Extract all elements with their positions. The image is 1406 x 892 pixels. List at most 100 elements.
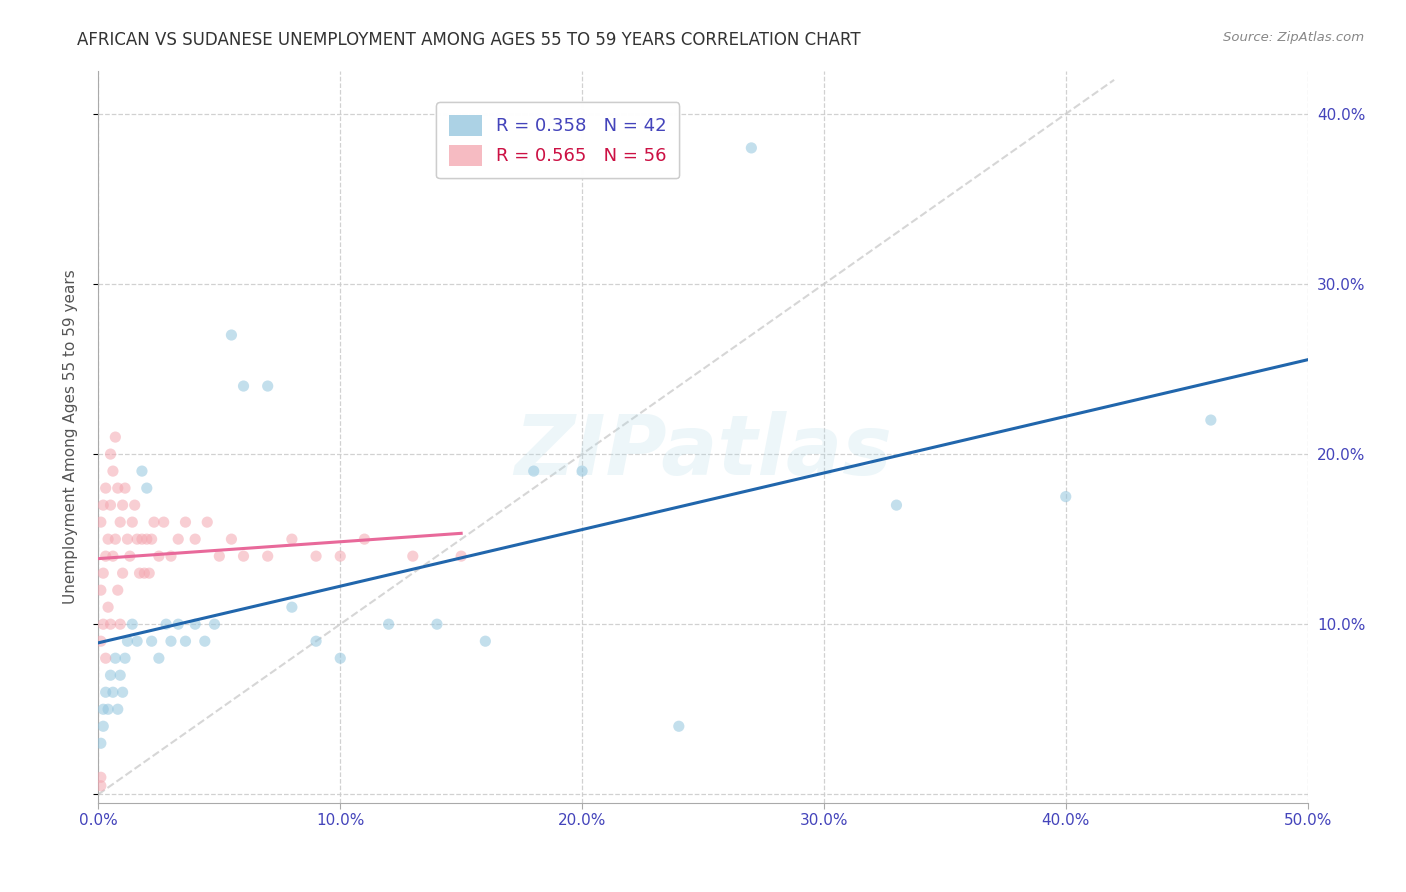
Y-axis label: Unemployment Among Ages 55 to 59 years: Unemployment Among Ages 55 to 59 years [63,269,77,605]
Point [91,719,114,733]
Point [668,719,690,733]
Point [128,566,150,581]
Point [174,515,197,529]
Point [100,498,122,512]
Point [1199,413,1222,427]
Point [100,447,122,461]
Point [101,549,124,563]
Point [886,498,908,512]
Point [107,481,129,495]
Point [108,668,131,682]
Point [1054,490,1077,504]
Point [124,498,146,512]
Point [117,532,139,546]
Point [91,702,114,716]
Point [94,651,117,665]
Point [152,515,174,529]
Point [94,685,117,699]
Point [111,566,134,581]
Point [305,634,328,648]
Point [160,634,183,648]
Point [90,736,112,750]
Point [91,498,114,512]
Text: ZIPatlas: ZIPatlas [515,411,891,492]
Point [90,634,112,648]
Point [104,651,127,665]
Point [90,770,112,784]
Point [97,532,120,546]
Point [100,668,122,682]
Point [155,617,177,632]
Point [91,566,114,581]
Point [101,685,124,699]
Point [256,379,278,393]
Point [148,651,170,665]
Point [94,481,117,495]
Point [281,600,304,615]
Point [256,549,278,563]
Point [281,532,304,546]
Point [118,549,141,563]
Point [108,617,131,632]
Point [160,549,183,563]
Point [111,685,134,699]
Point [111,498,134,512]
Point [135,532,157,546]
Point [184,617,207,632]
Point [195,515,218,529]
Point [143,515,166,529]
Point [148,549,170,563]
Point [107,583,129,598]
Point [90,515,112,529]
Point [100,617,122,632]
Point [221,532,243,546]
Point [232,379,254,393]
Point [114,651,136,665]
Point [101,464,124,478]
Point [571,464,593,478]
Point [426,617,449,632]
Point [167,617,190,632]
Point [131,532,153,546]
Point [91,617,114,632]
Point [523,464,546,478]
Point [377,617,399,632]
Point [127,532,149,546]
Point [108,515,131,529]
Point [167,532,190,546]
Point [134,566,156,581]
Legend: R = 0.358   N = 42, R = 0.565   N = 56: R = 0.358 N = 42, R = 0.565 N = 56 [436,103,679,178]
Point [353,532,375,546]
Point [94,549,117,563]
Point [184,532,207,546]
Text: Source: ZipAtlas.com: Source: ZipAtlas.com [1223,31,1364,45]
Point [90,583,112,598]
Point [97,600,120,615]
Point [121,617,143,632]
Point [740,141,762,155]
Point [117,634,139,648]
Point [174,634,197,648]
Point [121,515,143,529]
Point [141,634,163,648]
Point [104,532,127,546]
Text: AFRICAN VS SUDANESE UNEMPLOYMENT AMONG AGES 55 TO 59 YEARS CORRELATION CHART: AFRICAN VS SUDANESE UNEMPLOYMENT AMONG A… [77,31,860,49]
Point [450,549,472,563]
Point [194,634,217,648]
Point [305,549,328,563]
Point [204,617,226,632]
Point [90,779,112,793]
Point [141,532,163,546]
Point [329,549,352,563]
Point [97,702,120,716]
Point [221,328,243,343]
Point [104,430,127,444]
Point [127,634,149,648]
Point [135,481,157,495]
Point [402,549,425,563]
Point [329,651,352,665]
Point [232,549,254,563]
Point [131,464,153,478]
Point [107,702,129,716]
Point [208,549,231,563]
